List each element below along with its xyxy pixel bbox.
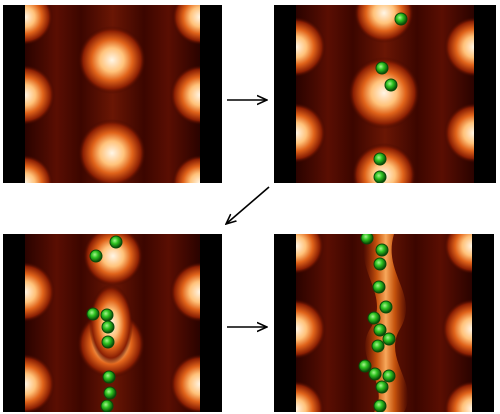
particle <box>372 280 386 294</box>
particle <box>379 300 393 314</box>
particle <box>375 243 389 257</box>
particle <box>101 320 115 334</box>
particle <box>373 399 387 412</box>
particle <box>373 170 387 183</box>
particle <box>358 359 372 373</box>
particle <box>102 370 116 384</box>
particle <box>382 369 396 383</box>
particle <box>394 12 408 26</box>
panel-3 <box>3 234 222 412</box>
particle <box>100 308 114 322</box>
particle <box>368 367 382 381</box>
panel-4 <box>274 234 494 412</box>
particle <box>375 61 389 75</box>
particle <box>371 339 385 353</box>
particle <box>360 234 374 245</box>
particle <box>109 235 123 249</box>
particle <box>100 399 114 412</box>
particle <box>375 380 389 394</box>
particle <box>373 257 387 271</box>
arrow-right-icon <box>227 90 270 110</box>
particle <box>101 335 115 349</box>
particles <box>86 235 123 412</box>
particle <box>103 386 117 400</box>
particle <box>86 307 100 321</box>
arrow-right-icon <box>227 317 270 337</box>
particle <box>89 249 103 263</box>
arrow-down-left-icon <box>222 186 270 228</box>
particles <box>373 12 408 183</box>
particle <box>367 311 381 325</box>
panel-1 <box>3 5 222 183</box>
particle <box>373 152 387 166</box>
particles <box>358 234 396 412</box>
panel-2 <box>274 5 496 183</box>
particle <box>373 323 387 337</box>
particle <box>382 332 396 346</box>
particle <box>384 78 398 92</box>
